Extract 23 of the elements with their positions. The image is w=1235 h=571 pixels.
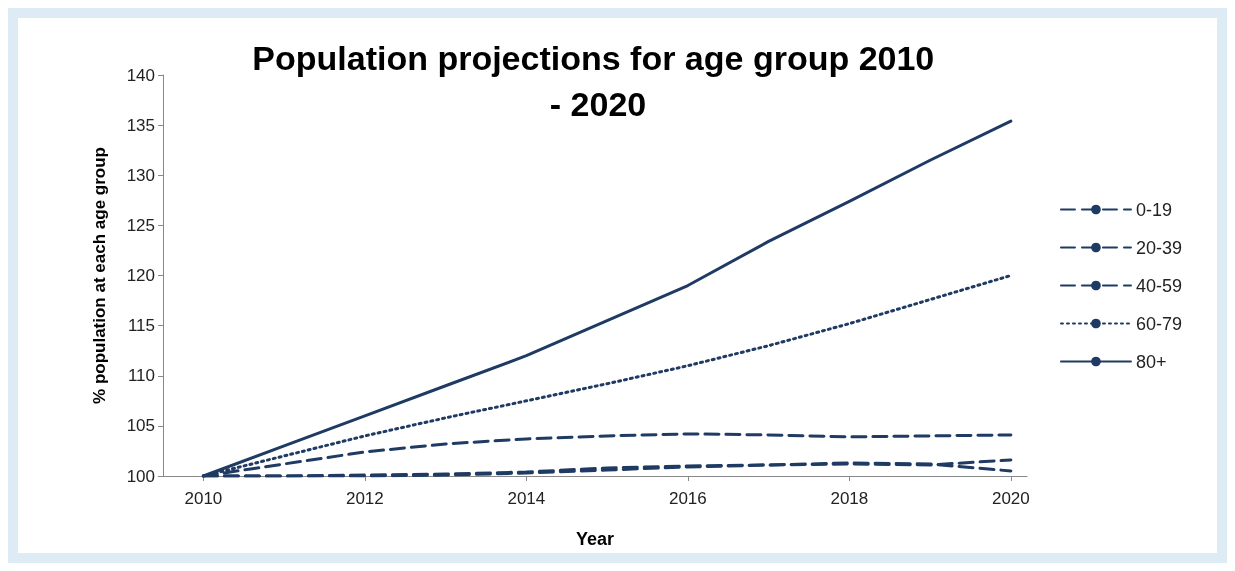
y-tick-label: 120 — [126, 266, 155, 285]
y-axis-title: % population at each age group — [90, 147, 109, 404]
legend-label: 40-59 — [1135, 275, 1183, 296]
y-tick-label: 130 — [126, 165, 155, 185]
x-tick-label: 2016 — [668, 489, 707, 508]
x-tick-label: 2018 — [830, 489, 869, 508]
x-tick-label: 2014 — [507, 489, 546, 508]
y-tick-label: 125 — [126, 215, 155, 235]
chart-title: Population projections for age group 2010 - 2020 — [252, 39, 944, 123]
legend-label: 0-19 — [1135, 199, 1172, 220]
x-tick-label: 2020 — [991, 489, 1030, 508]
x-tick-label: 2010 — [184, 489, 223, 508]
y-tick-label: 105 — [126, 416, 155, 436]
y-tick-label: 140 — [126, 65, 155, 85]
x-tick-label: 2012 — [345, 489, 384, 508]
x-axis-title: Year — [575, 529, 615, 549]
y-tick-label: 100 — [126, 466, 155, 486]
legend-label: 60-79 — [1135, 313, 1183, 334]
legend-label: 80+ — [1135, 351, 1167, 372]
y-tick-label: 110 — [127, 366, 155, 386]
y-tick-label: 135 — [126, 115, 155, 135]
legend-label: 20-39 — [1135, 237, 1183, 258]
y-tick-label: 115 — [127, 316, 155, 336]
